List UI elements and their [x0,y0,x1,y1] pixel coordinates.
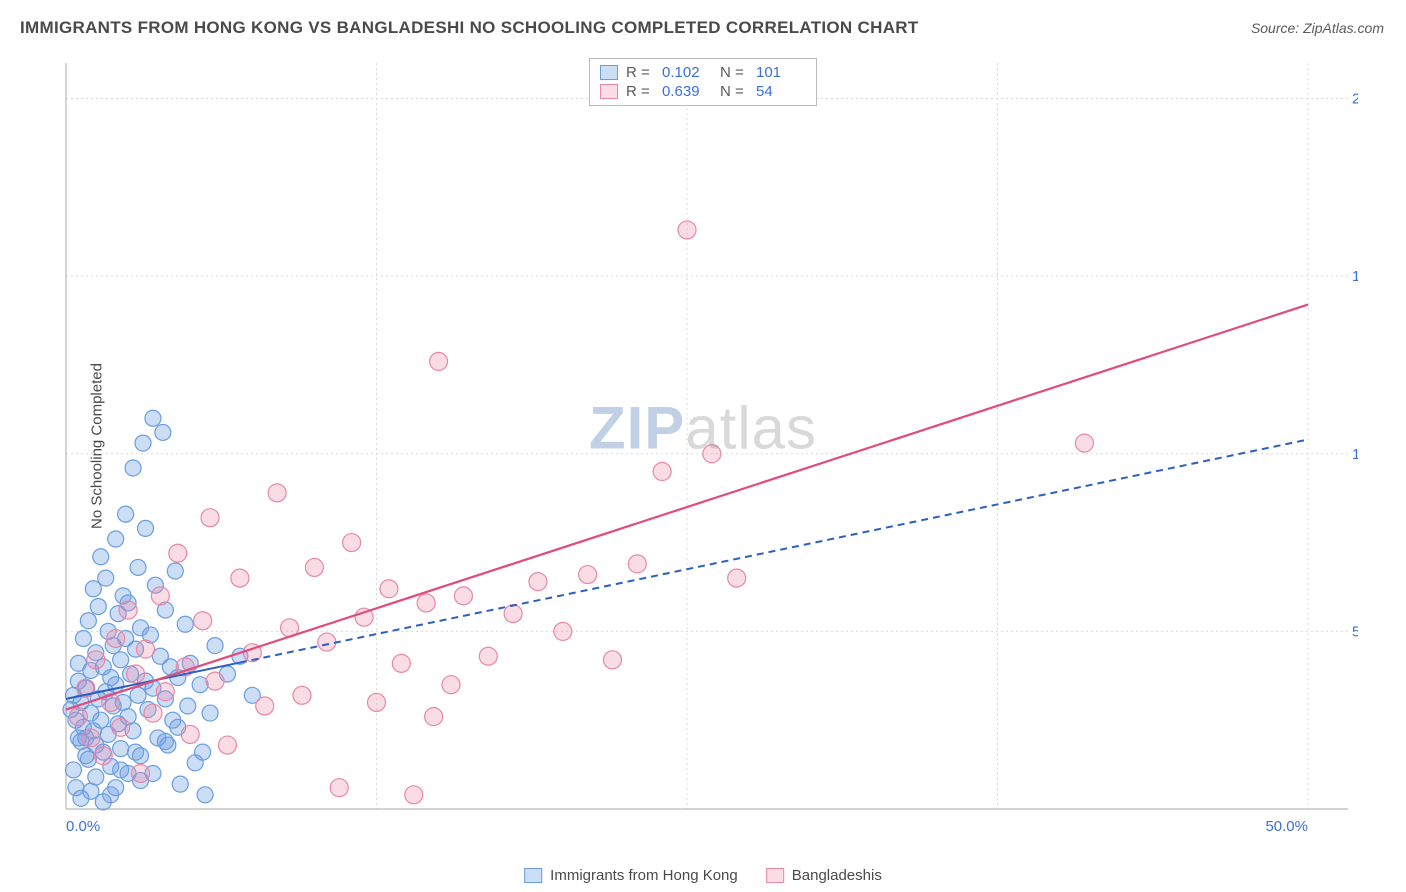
legend-swatch-hk [600,65,618,80]
legend-item-bd: Bangladeshis [766,867,882,884]
legend-swatch-hk-bottom [524,868,542,883]
legend-swatch-bd [600,84,618,99]
legend-n-value-hk: 101 [756,64,806,81]
svg-text:0.0%: 0.0% [66,818,100,835]
legend-label-bd: Bangladeshis [792,867,882,884]
svg-text:50.0%: 50.0% [1265,818,1308,835]
legend-row-bd: R = 0.639 N = 54 [600,82,806,101]
legend-label-hk: Immigrants from Hong Kong [550,867,738,884]
source-label: Source: [1251,20,1303,36]
svg-text:10.0%: 10.0% [1352,446,1358,463]
legend-r-value-bd: 0.639 [662,83,712,100]
legend-correlation-box: R = 0.102 N = 101 R = 0.639 N = 54 [589,58,817,106]
svg-text:20.0%: 20.0% [1352,91,1358,108]
legend-r-label: R = [626,83,654,100]
source-attribution: Source: ZipAtlas.com [1251,20,1384,36]
legend-swatch-bd-bottom [766,868,784,883]
svg-text:15.0%: 15.0% [1352,268,1358,285]
legend-r-label: R = [626,64,654,81]
legend-item-hk: Immigrants from Hong Kong [524,867,738,884]
svg-text:5.0%: 5.0% [1352,623,1358,640]
chart-plot-area: 5.0% 10.0% 15.0% 20.0% 0.0% 50.0% [58,55,1358,845]
legend-n-label: N = [720,64,748,81]
scatter-chart-svg: 5.0% 10.0% 15.0% 20.0% 0.0% 50.0% [58,55,1358,845]
chart-title: IMMIGRANTS FROM HONG KONG VS BANGLADESHI… [20,18,919,38]
legend-row-hk: R = 0.102 N = 101 [600,63,806,82]
source-value: ZipAtlas.com [1303,20,1384,36]
legend-n-label: N = [720,83,748,100]
legend-r-value-hk: 0.102 [662,64,712,81]
legend-series-box: Immigrants from Hong Kong Bangladeshis [524,867,882,884]
legend-n-value-bd: 54 [756,83,806,100]
